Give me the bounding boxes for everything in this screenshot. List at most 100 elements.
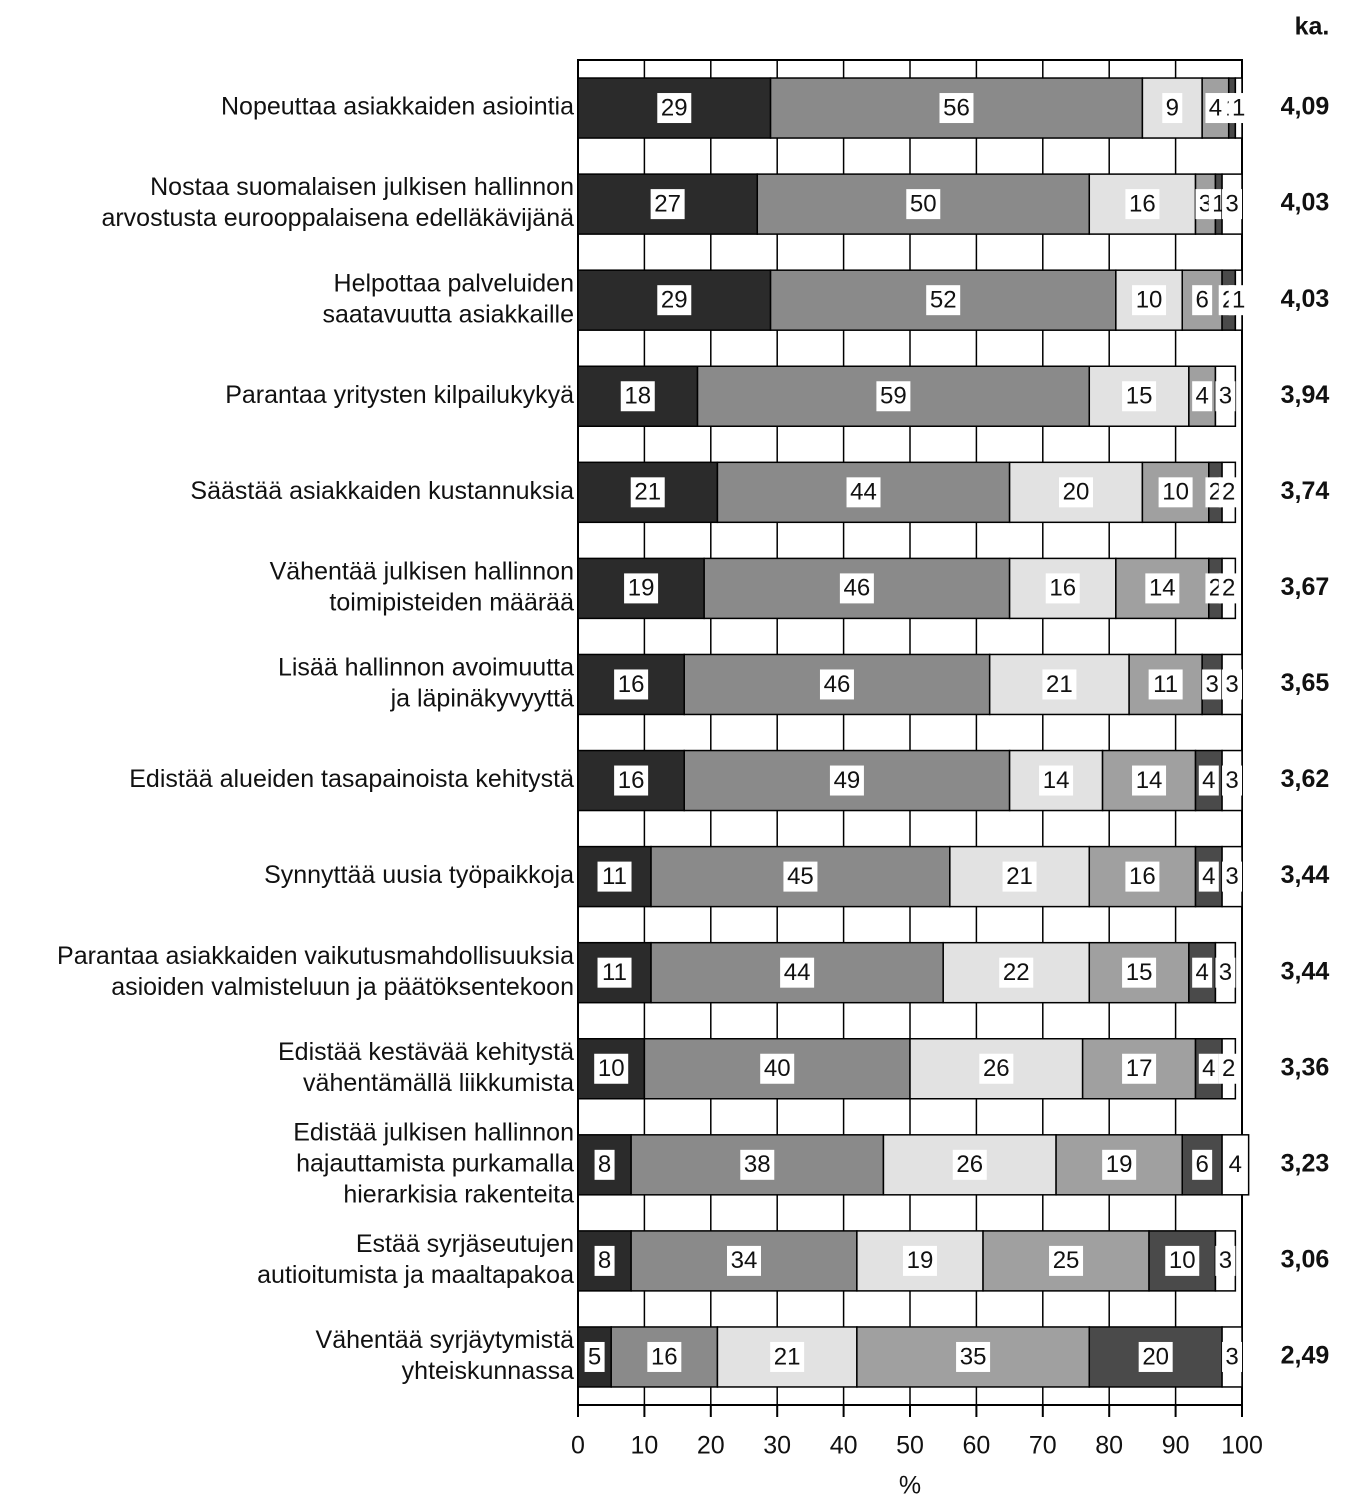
segment-label: 35 (960, 1343, 987, 1370)
segment-label: 18 (624, 383, 651, 410)
label-box (594, 1149, 615, 1180)
label-box (1049, 1245, 1084, 1276)
mean-label: 4,03 (1281, 189, 1330, 217)
label-box (1122, 381, 1157, 412)
segment-label: 16 (1129, 863, 1156, 890)
segment-label: 21 (774, 1343, 801, 1370)
segment-label: 14 (1149, 575, 1176, 602)
segment-label: 3 (1205, 671, 1218, 698)
label-box (1222, 189, 1243, 220)
label-box (906, 189, 941, 220)
segment-label: 21 (634, 479, 661, 506)
label-box (1045, 573, 1080, 604)
segment-label: 27 (654, 190, 681, 217)
label-box (1165, 1245, 1200, 1276)
label-box (1215, 381, 1236, 412)
mean-label: 3,44 (1281, 861, 1330, 889)
mean-label: 3,06 (1281, 1246, 1330, 1274)
label-box (650, 189, 685, 220)
segment-label: 20 (1063, 479, 1090, 506)
segment-label: 3 (1219, 959, 1232, 986)
label-box (1215, 1245, 1236, 1276)
segment-label: 16 (1129, 190, 1156, 217)
label-box (1039, 765, 1074, 796)
segment-label: 15 (1126, 959, 1153, 986)
bar-segment (1088, 365, 1190, 427)
segment-label: 52 (930, 287, 957, 314)
segment-label: 21 (1046, 671, 1073, 698)
label-box (1218, 573, 1239, 604)
segment-label: 44 (784, 959, 811, 986)
label-box (956, 1341, 991, 1372)
category-label: Vähentää syrjäytymistä (316, 1326, 575, 1354)
segment-label: 21 (1006, 863, 1033, 890)
segment-label: 49 (834, 767, 861, 794)
category-label: Estää syrjäseutujen (356, 1230, 574, 1258)
category-label: yhteiskunnassa (402, 1357, 574, 1385)
mean-label: 3,65 (1281, 669, 1330, 697)
bar-segment (577, 845, 652, 908)
segment-label: 3 (1225, 767, 1238, 794)
label-box (1192, 1149, 1213, 1180)
label-box (1125, 189, 1160, 220)
label-box (926, 285, 961, 316)
label-box (1222, 765, 1243, 796)
segment-label: 4 (1202, 767, 1215, 794)
mean-label: 2,49 (1281, 1342, 1330, 1370)
label-box (1192, 381, 1213, 412)
segment-label: 8 (598, 1151, 611, 1178)
label-box (952, 1149, 987, 1180)
segment-label: 50 (910, 190, 937, 217)
segment-label: 16 (651, 1343, 678, 1370)
label-box (760, 1053, 795, 1084)
segment-label: 19 (907, 1247, 934, 1274)
label-box (1125, 861, 1160, 892)
segment-label: 45 (787, 863, 814, 890)
label-box (657, 285, 692, 316)
category-label: arvostusta eurooppalaisena edelläkävijän… (101, 204, 574, 232)
label-box (624, 573, 659, 604)
x-tick-label: 20 (697, 1432, 725, 1460)
segment-label: 2 (1222, 575, 1235, 602)
category-label: Säästää asiakkaiden kustannuksia (190, 477, 574, 505)
segment-label: 10 (1136, 287, 1163, 314)
segment-label: 19 (1106, 1151, 1133, 1178)
segment-label: 56 (943, 94, 970, 121)
segment-label: 3 (1219, 1247, 1232, 1274)
label-box (1222, 669, 1243, 700)
segment-label: 16 (618, 671, 645, 698)
label-box (647, 1341, 682, 1372)
label-box (1222, 1341, 1243, 1372)
label-box (1198, 861, 1219, 892)
category-label: autioitumista ja maaltapakoa (257, 1261, 574, 1289)
segment-label: 3 (1225, 1343, 1238, 1370)
label-box (740, 1149, 775, 1180)
segment-label: 15 (1126, 383, 1153, 410)
segment-label: 10 (1162, 479, 1189, 506)
segment-label: 14 (1136, 767, 1163, 794)
category-label: Edistää julkisen hallinnon (293, 1118, 574, 1146)
label-box (1198, 1053, 1219, 1084)
label-box (657, 93, 692, 124)
category-label: Helpottaa palveluiden (334, 269, 574, 297)
mean-label: 3,94 (1281, 381, 1330, 409)
label-box (1215, 957, 1236, 988)
label-box (1162, 93, 1183, 124)
label-box (594, 1053, 629, 1084)
segment-label: 10 (598, 1055, 625, 1082)
x-tick-label: 100 (1221, 1432, 1263, 1460)
segment-label: 20 (1142, 1343, 1169, 1370)
segment-label: 1 (1232, 287, 1245, 314)
segment-label: 5 (588, 1343, 601, 1370)
segment-label: 59 (880, 383, 907, 410)
label-box (1132, 285, 1167, 316)
label-box (1145, 573, 1180, 604)
mean-label: 3,23 (1281, 1149, 1330, 1177)
category-label: Parantaa asiakkaiden vaikutusmahdollisuu… (57, 942, 574, 970)
label-box (780, 957, 815, 988)
segment-label: 4 (1202, 1055, 1215, 1082)
label-box (770, 1341, 805, 1372)
segment-label: 11 (602, 959, 627, 986)
label-box (819, 669, 854, 700)
